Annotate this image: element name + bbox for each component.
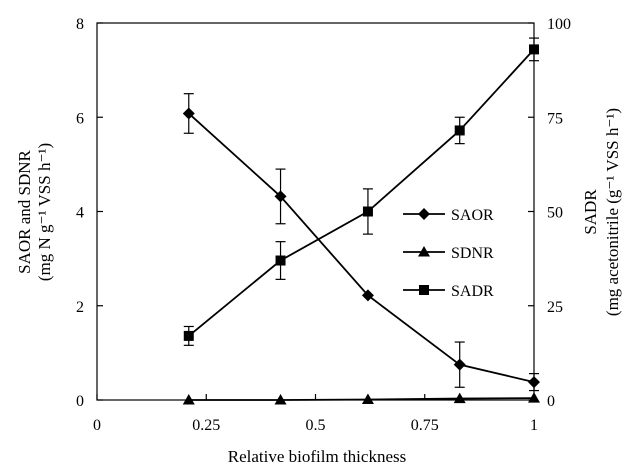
sadr-point <box>529 44 539 55</box>
y-right-tick-label: 25 <box>547 299 563 316</box>
y-left-tick-label: 2 <box>76 299 84 316</box>
y-left-tick-label: 8 <box>76 16 84 33</box>
legend-marker-sdnr <box>418 246 430 257</box>
saor-point <box>361 289 374 302</box>
x-tick-label: 0.25 <box>192 417 220 434</box>
sdnr-point <box>453 392 466 404</box>
x-tick-label: 0 <box>93 417 101 434</box>
y-left-tick-label: 4 <box>76 205 84 222</box>
y-right-label-line-2: (mg acetonitrile (g⁻¹ VSS h⁻¹) <box>603 108 622 316</box>
saor-point <box>453 358 466 371</box>
y-right-label-line-1: SADR <box>581 189 600 235</box>
legend-label-sdnr: SDNR <box>451 245 494 262</box>
x-tick-label: 1 <box>530 417 538 434</box>
x-tick-label: 0.75 <box>411 417 439 434</box>
y-left-axis-label: SAOR and SDNR (mg N g⁻¹ VSS h⁻¹) <box>15 143 54 281</box>
legend-item-saor: SAOR <box>403 207 494 224</box>
legend-item-sdnr: SDNR <box>403 245 494 262</box>
legend-marker-saor <box>418 208 430 220</box>
legend-item-sadr: SADR <box>403 283 494 300</box>
y-left-tick-label: 0 <box>76 393 84 410</box>
series-saor <box>182 93 540 392</box>
sadr-point <box>183 330 194 341</box>
legend: SAOR SDNR SADR <box>403 207 494 300</box>
y-right-tick-label: 0 <box>547 393 555 410</box>
sdnr-point <box>361 393 374 405</box>
saor-point <box>182 107 195 120</box>
y-right-tick-label: 100 <box>547 16 571 33</box>
y-left-label-line-2: (mg N g⁻¹ VSS h⁻¹) <box>35 143 54 281</box>
x-axis-label: Relative biofilm thickness <box>228 447 406 466</box>
y-right-tick-label: 50 <box>547 205 563 222</box>
sdnr-point <box>528 392 540 403</box>
saor-point <box>274 190 287 203</box>
sdnr-point <box>274 394 287 405</box>
series <box>182 37 540 405</box>
y-right-tick-label: 75 <box>547 110 563 127</box>
sadr-point <box>362 206 373 217</box>
sdnr-point <box>182 394 195 405</box>
sadr-point <box>275 255 286 266</box>
sadr-point <box>454 125 465 136</box>
series-sadr <box>183 37 539 346</box>
legend-marker-sadr <box>419 285 429 295</box>
saor-point <box>528 376 540 389</box>
series-sdnr <box>182 392 540 405</box>
x-tick-label: 0.5 <box>306 417 326 434</box>
legend-label-sadr: SADR <box>451 283 494 300</box>
y-left-tick-label: 6 <box>76 110 84 127</box>
y-right-axis-label: SADR (mg acetonitrile (g⁻¹ VSS h⁻¹) <box>581 108 622 316</box>
y-left-label-line-1: SAOR and SDNR <box>15 149 34 273</box>
legend-label-saor: SAOR <box>451 207 494 224</box>
